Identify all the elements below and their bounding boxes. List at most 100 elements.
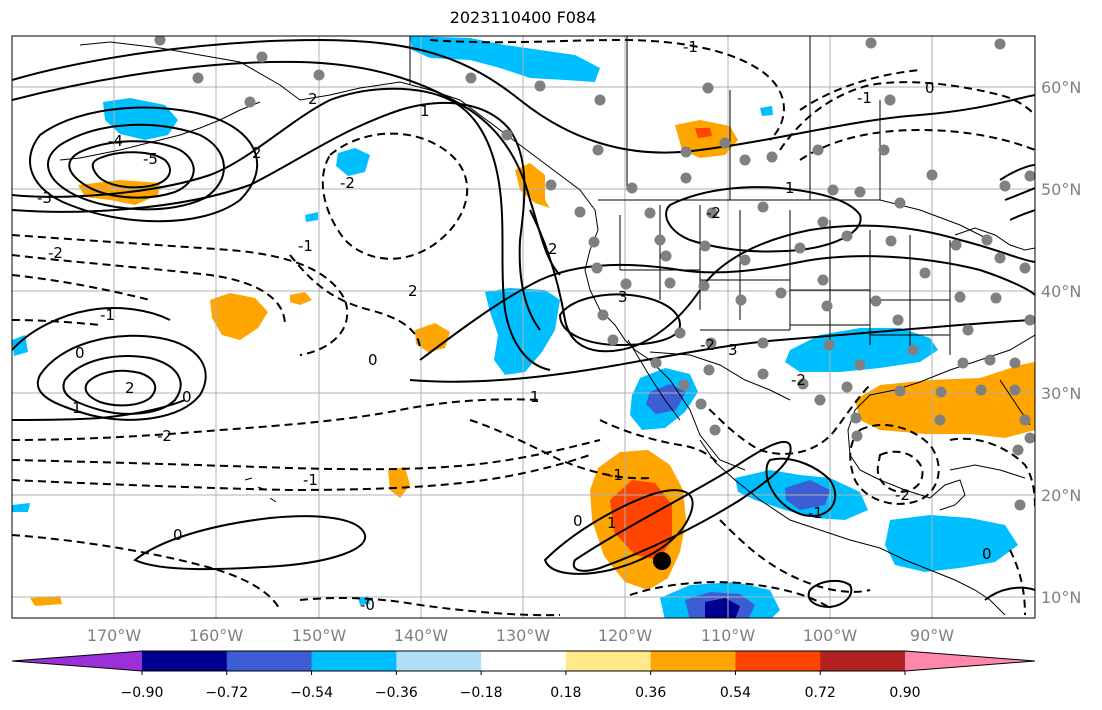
orange-region-small-4 [30, 596, 62, 606]
blue-region-small [305, 212, 318, 222]
svg-text:2: 2 [308, 90, 318, 108]
colorbar-extend-low [12, 651, 142, 671]
svg-text:0: 0 [182, 388, 192, 406]
svg-text:-2: -2 [706, 204, 721, 222]
colorbar-segment [650, 651, 736, 671]
gulf-coast [847, 334, 1035, 499]
yucatan [929, 479, 966, 511]
svg-text:-2: -2 [157, 427, 172, 445]
colorbar-segment [820, 651, 906, 671]
colorbar-segment [481, 651, 567, 671]
svg-text:-1: -1 [100, 306, 115, 324]
orange-region-pacific-west [210, 293, 268, 340]
svg-text:1: 1 [530, 388, 540, 406]
svg-text:0: 0 [75, 344, 85, 362]
svg-text:50°N: 50°N [1041, 180, 1081, 199]
orange-region-small-3 [388, 467, 410, 498]
blue-region-caribbean [885, 515, 1018, 572]
colorbar-segment [565, 651, 652, 671]
blue-region-gulf-alaska [336, 148, 370, 176]
colorbar-segment [226, 651, 313, 671]
colorbar-tick-label: −0.36 [375, 685, 418, 701]
great-lakes [954, 227, 1035, 251]
svg-text:1: 1 [420, 102, 430, 120]
central-america [879, 547, 1006, 616]
svg-text:10°N: 10°N [1041, 588, 1081, 607]
svg-text:-5: -5 [143, 150, 158, 168]
svg-text:2: 2 [408, 282, 418, 300]
svg-text:40°N: 40°N [1041, 282, 1081, 301]
dashed-contours [12, 38, 1035, 617]
blue-region-texas [785, 328, 938, 372]
colorbar-tick-label: 0.54 [720, 685, 751, 701]
svg-text:0: 0 [173, 526, 183, 544]
svg-text:-1: -1 [683, 38, 698, 56]
orange-region-small-1 [290, 292, 312, 305]
svg-text:130°W: 130°W [496, 626, 551, 645]
colorbar-segment [311, 651, 397, 671]
svg-text:140°W: 140°W [394, 626, 449, 645]
svg-text:20°N: 20°N [1041, 486, 1081, 505]
svg-text:120°W: 120°W [598, 626, 653, 645]
svg-text:100°W: 100°W [803, 626, 858, 645]
y-axis-labels: 60°N 50°N 40°N 30°N 20°N 10°N [1041, 78, 1081, 607]
svg-text:-1: -1 [857, 89, 872, 107]
alaska-coast [79, 41, 596, 211]
mexico-west-coast [699, 439, 881, 549]
svg-text:160°W: 160°W [189, 626, 244, 645]
colorbar-tick-label: 0.72 [805, 685, 836, 701]
svg-text:-1: -1 [808, 504, 823, 522]
storm-center-marker [653, 552, 671, 570]
station-markers [154, 36, 1035, 511]
map-title: 2023110400 F084 [449, 8, 597, 27]
orange-region-canada [675, 120, 738, 158]
svg-text:0: 0 [573, 512, 583, 530]
svg-text:-2: -2 [791, 371, 806, 389]
colorbar-tick-label: −0.90 [121, 685, 164, 701]
orange-region-gulf [855, 362, 1035, 438]
svg-text:2: 2 [252, 144, 262, 162]
colorbar-tick-label: 0.18 [550, 685, 581, 701]
svg-text:90°W: 90°W [910, 626, 954, 645]
colorbar-segment [142, 651, 228, 671]
svg-text:3: 3 [728, 341, 738, 359]
svg-text:1: 1 [72, 399, 82, 417]
svg-text:-2: -2 [895, 486, 910, 504]
svg-text:150°W: 150°W [292, 626, 347, 645]
colorbar: −0.90 −0.72 −0.54 −0.36 −0.18 0.18 0.36 0.54 0.7… [11, 650, 1036, 701]
colorbar-segment [396, 651, 482, 671]
svg-text:-1: -1 [298, 237, 313, 255]
contour-labels: -1 -1 0 -4 -5 -3 -2 1 2 -2 2 1 -1 2 -1 0… [37, 38, 992, 614]
svg-text:1: 1 [785, 179, 795, 197]
svg-text:-1: -1 [608, 466, 623, 484]
blue-region-left-edge [12, 335, 28, 356]
us-canada-border [598, 199, 991, 241]
svg-text:0: 0 [368, 351, 378, 369]
svg-text:-2: -2 [700, 336, 715, 354]
svg-text:2: 2 [125, 379, 135, 397]
colorbar-tick-label: −0.72 [205, 685, 248, 701]
svg-text:0: 0 [925, 79, 935, 97]
darkblue-region-mexico-west [646, 384, 686, 414]
svg-text:-4: -4 [108, 132, 123, 150]
blue-region-alaska-north [410, 36, 600, 82]
map-frame [11, 35, 1036, 619]
svg-text:60°N: 60°N [1041, 78, 1081, 97]
cuba [949, 464, 1026, 479]
svg-text:110°W: 110°W [701, 626, 756, 645]
svg-text:-1: -1 [303, 471, 318, 489]
navy-region-south [705, 598, 740, 618]
blue-region-left-edge-2 [12, 503, 30, 512]
svg-text:170°W: 170°W [87, 626, 142, 645]
blue-region-tiny [760, 106, 773, 116]
svg-text:-0: -0 [360, 596, 375, 614]
orange-region-small-2 [415, 323, 450, 352]
colorbar-extend-high [905, 651, 1035, 671]
colorbar-tick-label: −0.54 [290, 685, 333, 701]
svg-text:2: 2 [548, 240, 558, 258]
colorbar-tick-label: 0.36 [635, 685, 666, 701]
svg-text:3: 3 [618, 288, 628, 306]
us-west-coast [584, 209, 746, 471]
us-states [619, 205, 951, 355]
